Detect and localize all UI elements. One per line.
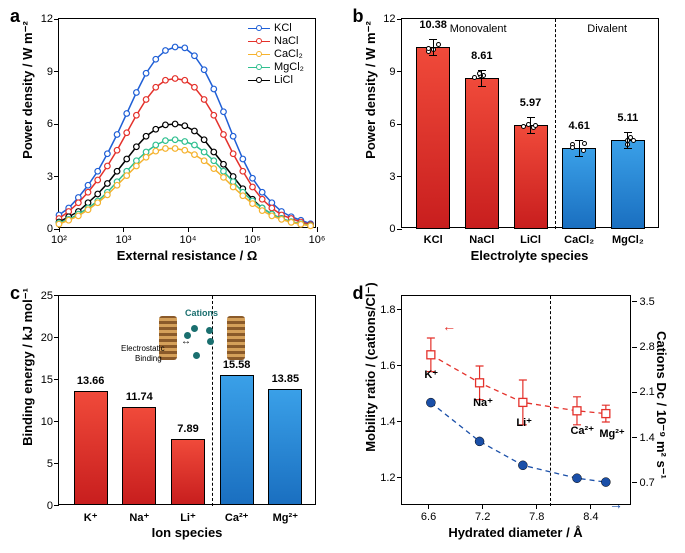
bar <box>122 407 156 506</box>
bar <box>416 47 450 229</box>
schematic-inset: CationsElectrostaticBinding↔ <box>149 308 259 368</box>
panel-b-ylabel: Power density / W m⁻² <box>363 0 379 190</box>
panel-c-plot: 051015202513.66K⁺11.74Na⁺7.89Li⁺15.58Ca²… <box>58 295 316 505</box>
panel-d-xlabel: Hydrated diameter / Å <box>401 525 631 540</box>
legend-item: NaCl <box>248 35 304 47</box>
bar <box>465 78 499 229</box>
legend-item: CaCl₂ <box>248 48 304 60</box>
panel-a-ylabel: Power density / W m⁻² <box>20 0 36 190</box>
bar <box>74 391 108 506</box>
panel-b-xlabel: Electrolyte species <box>401 248 659 263</box>
panel-d-ylabel2: Cations Dc / 10⁻⁹ m² s⁻¹ <box>653 305 669 505</box>
panel-a-label: a <box>10 6 20 27</box>
legend-item: LiCl <box>248 74 304 86</box>
panel-d-plot: 6.67.27.88.41.21.41.61.80.71.42.12.83.5K… <box>401 295 631 505</box>
panel-d-label: d <box>353 283 364 304</box>
panel-c-label: c <box>10 283 20 304</box>
panel-c: c 051015202513.66K⁺11.74Na⁺7.89Li⁺15.58C… <box>0 277 343 553</box>
panel-b-label: b <box>353 6 364 27</box>
panel-a-legend: KClNaClCaCl₂MgCl₂LiCl <box>248 22 304 87</box>
panel-c-ylabel: Binding energy / kJ mol⁻¹ <box>20 267 36 467</box>
panel-a-xlabel: External resistance / Ω <box>58 248 316 263</box>
legend-item: KCl <box>248 22 304 34</box>
bar <box>514 125 548 229</box>
bar <box>611 140 645 229</box>
figure-grid: a 03691210²10³10⁴10⁵10⁶ Power density / … <box>0 0 685 553</box>
panel-b: b 03691210.38KCl8.61NaCl5.97LiCl4.61CaCl… <box>343 0 685 277</box>
panel-d-ylabel: Mobility ratio / (cations/Cl⁻) <box>363 267 379 467</box>
bar <box>562 148 596 229</box>
bar <box>268 389 302 505</box>
panel-b-plot: 03691210.38KCl8.61NaCl5.97LiCl4.61CaCl₂5… <box>401 18 659 228</box>
panel-d: d 6.67.27.88.41.21.41.61.80.71.42.12.83.… <box>343 277 685 553</box>
panel-a: a 03691210²10³10⁴10⁵10⁶ Power density / … <box>0 0 343 277</box>
bar <box>171 439 205 505</box>
bar <box>220 375 254 506</box>
legend-item: MgCl₂ <box>248 61 304 73</box>
panel-c-xlabel: Ion species <box>58 525 316 540</box>
